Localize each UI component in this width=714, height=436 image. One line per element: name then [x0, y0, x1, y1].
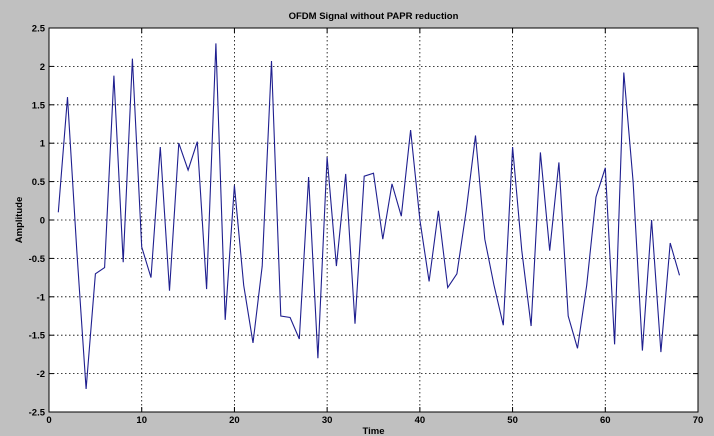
y-tick-label: 1.5 [32, 100, 46, 111]
y-tick-label: 2 [40, 62, 45, 73]
y-tick-label: 0.5 [32, 177, 46, 188]
x-axis-label: Time [362, 426, 384, 436]
plot-frame [48, 27, 699, 413]
y-axis-label: Amplitude [14, 197, 25, 243]
x-tick-label: 60 [600, 415, 611, 426]
y-tick-label: 2.5 [32, 24, 46, 35]
y-tick-label: -1 [37, 292, 46, 303]
x-tick-label: 50 [507, 415, 518, 426]
y-tick-label: 0 [40, 216, 45, 227]
x-tick-label: 70 [693, 415, 704, 426]
y-tick-label: -0.5 [29, 254, 46, 265]
tick-labels: 0 10 20 30 40 50 60 70 2.5 2 1.5 1 0.5 0 -0.5 -1 -1.5 -2 -… [29, 24, 704, 427]
chart-title: OFDM Signal without PAPR reduction [289, 11, 459, 22]
grid [49, 28, 698, 412]
x-tick-label: 40 [415, 415, 426, 426]
x-tick-label: 30 [322, 415, 333, 426]
y-tick-label: 1 [40, 139, 46, 150]
ticks [48, 27, 699, 413]
x-tick-label: 20 [229, 415, 240, 426]
x-tick-label: 10 [136, 415, 147, 426]
y-tick-label: -2.5 [29, 408, 46, 419]
y-tick-label: -2 [37, 369, 45, 380]
y-tick-label: -1.5 [29, 331, 46, 342]
series-line [57, 43, 681, 390]
x-tick-label: 0 [46, 415, 51, 426]
